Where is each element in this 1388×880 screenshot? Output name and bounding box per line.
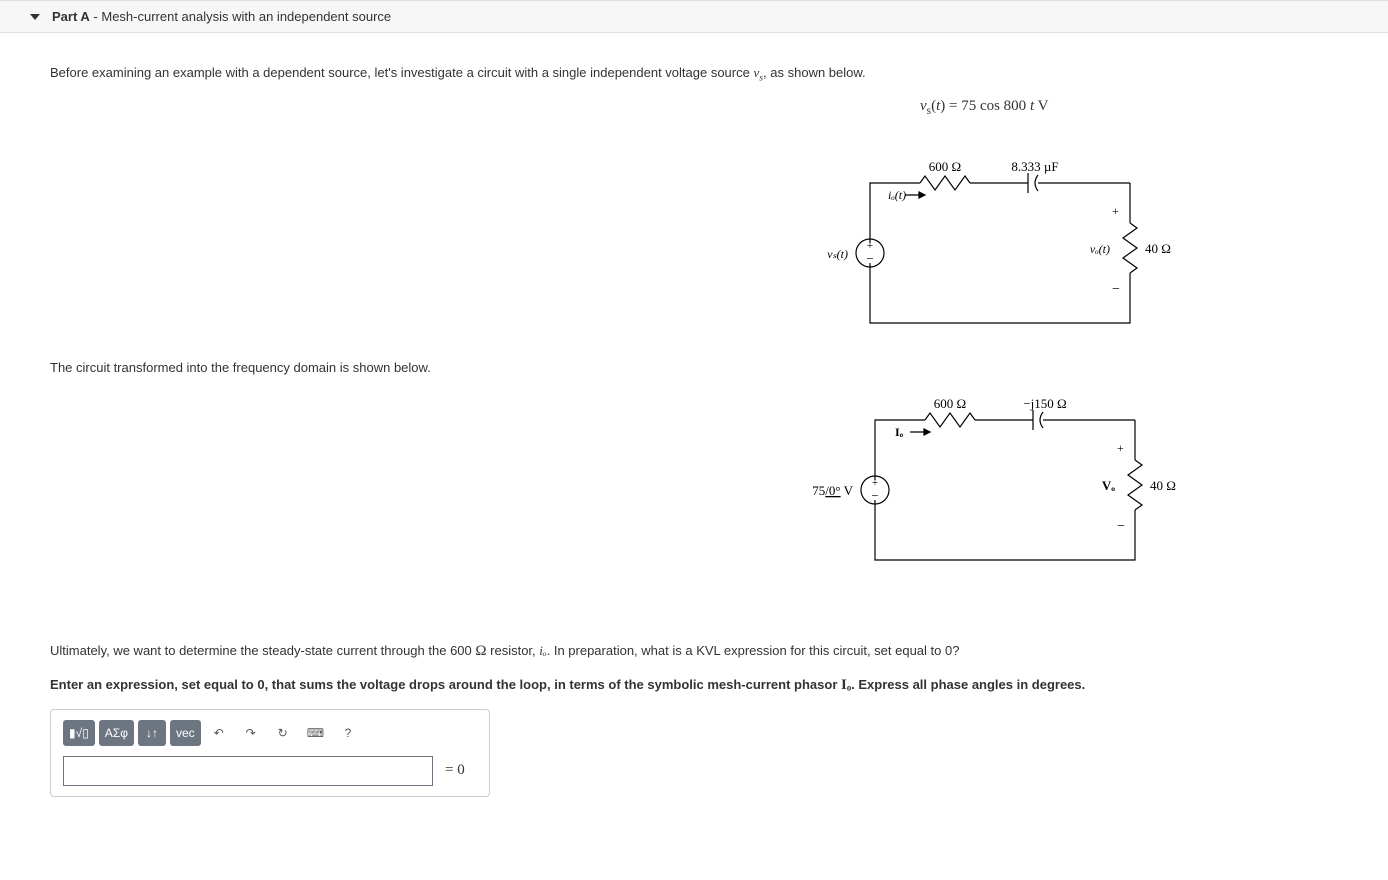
part-title-line: Part A - Mesh-current analysis with an i… [52,9,391,24]
answer-box: ▮√▯ ΑΣφ ↓↑ vec ↶ ↷ ↻ ⌨ ? = 0 [50,709,490,797]
q-p2: resistor, [487,643,540,658]
part-subtitle: - Mesh-current analysis with an independ… [90,9,391,24]
answer-input[interactable] [63,756,433,786]
figure-1-wrap: vs(t) = 75 cos 800 t V [50,98,1338,338]
svg-text:−: − [1117,519,1125,534]
q-p3: . In preparation, what is a KVL expressi… [547,643,960,658]
intro-paragraph: Before examining an example with a depen… [50,63,1338,86]
q-p1: Ultimately, we want to determine the ste… [50,643,475,658]
vector-button[interactable]: vec [170,720,201,746]
part-header[interactable]: Part A - Mesh-current analysis with an i… [0,0,1388,33]
question-paragraph: Ultimately, we want to determine the ste… [50,640,1338,663]
equation-toolbar: ▮√▯ ΑΣφ ↓↑ vec ↶ ↷ ↻ ⌨ ? [63,720,477,746]
svg-text:−: − [871,488,878,503]
intro-text: Before examining an example with a depen… [50,65,753,80]
redo-button[interactable]: ↷ [237,720,265,746]
svg-text:−: − [1112,282,1120,297]
figure-2-wrap: + − 600 Ω −j150 Ω Iₒ 75/0° V Vₒ 40 Ω + − [50,390,1338,610]
svg-text:Iₒ: Iₒ [895,425,904,439]
svg-text:vₛ(t): vₛ(t) [827,247,848,261]
transform-text: The circuit transformed into the frequen… [50,358,1338,378]
svg-text:600 Ω: 600 Ω [929,159,961,174]
svg-text:iₒ(t): iₒ(t) [888,188,906,202]
intro-tail: , as shown below. [763,65,866,80]
greek-button[interactable]: ΑΣφ [99,720,134,746]
q-var: iₒ [539,643,546,658]
svg-text:40 Ω: 40 Ω [1145,241,1171,256]
inst-p2: . Express all phase angles in degrees. [851,677,1085,692]
svg-text:+: + [1117,441,1124,455]
svg-text:8.333 µF: 8.333 µF [1011,159,1058,174]
source-equation: vs(t) = 75 cos 800 t V [920,98,1048,117]
answer-input-row: = 0 [63,756,477,786]
equals-zero: = 0 [445,762,465,779]
circuit-diagram-2: + − 600 Ω −j150 Ω Iₒ 75/0° V Vₒ 40 Ω + − [795,390,1195,590]
svg-text:75/0° V: 75/0° V [812,483,853,498]
svg-text:600 Ω: 600 Ω [934,396,966,411]
svg-text:40 Ω: 40 Ω [1150,478,1176,493]
collapse-caret-icon [30,14,40,20]
reset-button[interactable]: ↻ [269,720,297,746]
svg-text:−j150 Ω: −j150 Ω [1023,396,1066,411]
inst-p1: Enter an expression, set equal to 0, tha… [50,677,841,692]
subscript-button[interactable]: ↓↑ [138,720,166,746]
templates-button[interactable]: ▮√▯ [63,720,95,746]
part-label: Part A [52,9,90,24]
svg-text:Vₒ: Vₒ [1102,478,1115,493]
keyboard-button[interactable]: ⌨ [301,720,330,746]
svg-text:−: − [866,251,873,266]
svg-text:+: + [1112,204,1119,218]
instruction-paragraph: Enter an expression, set equal to 0, tha… [50,674,1338,697]
help-button[interactable]: ? [334,720,362,746]
circuit-diagram-1: + − 600 Ω 8.333 µF iₒ(t) vₛ(t) vₒ(t) 40 … [810,153,1190,353]
undo-button[interactable]: ↶ [205,720,233,746]
content-area: Before examining an example with a depen… [0,33,1388,815]
svg-text:vₒ(t): vₒ(t) [1090,242,1110,256]
q-ohm: Ω [475,643,486,659]
inst-var: Iₒ [841,677,851,693]
